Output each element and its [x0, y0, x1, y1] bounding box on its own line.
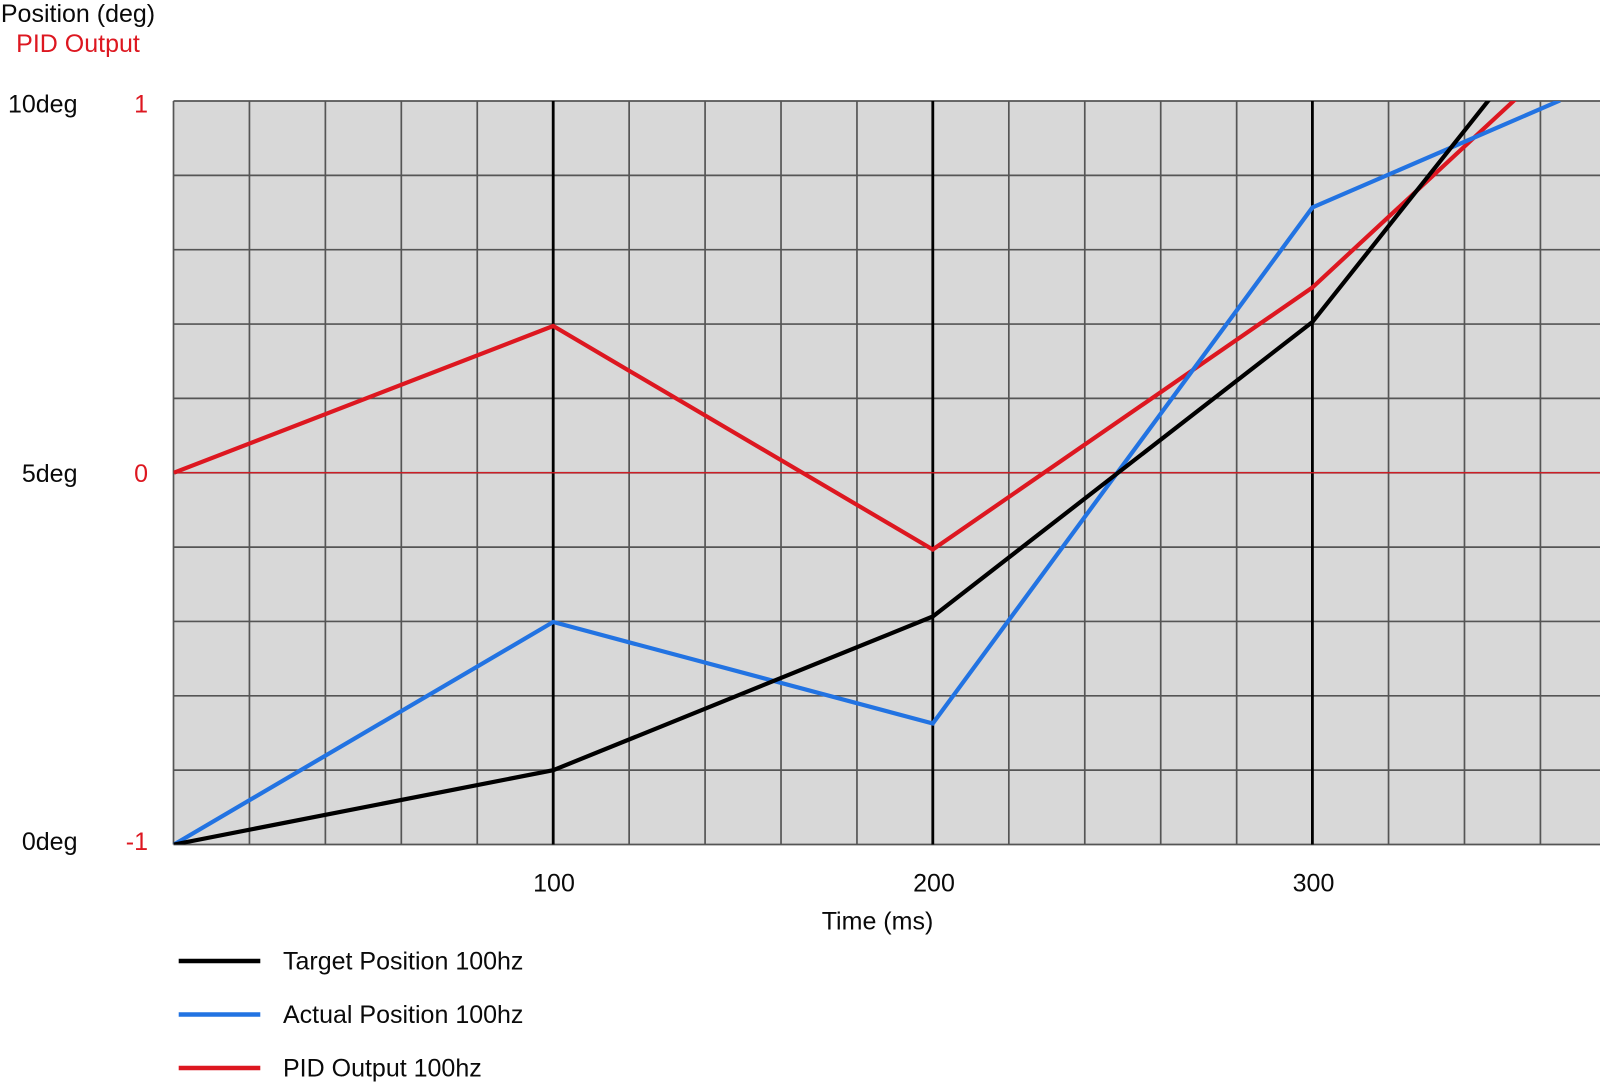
svg-text:300: 300 [1293, 870, 1335, 898]
svg-text:Time (ms): Time (ms) [822, 908, 934, 936]
svg-text:1: 1 [134, 91, 148, 119]
svg-text:PID Output: PID Output [16, 30, 140, 58]
svg-text:Actual Position 100hz: Actual Position 100hz [283, 1001, 523, 1029]
svg-text:0deg: 0deg [22, 828, 78, 856]
svg-text:10deg: 10deg [8, 91, 78, 119]
svg-text:-1: -1 [126, 828, 148, 856]
svg-text:Target Position 100hz: Target Position 100hz [283, 947, 523, 975]
svg-text:0: 0 [134, 460, 148, 488]
svg-text:200: 200 [913, 870, 955, 898]
svg-text:100: 100 [533, 870, 575, 898]
svg-text:PID Output 100hz: PID Output 100hz [283, 1054, 482, 1082]
svg-text:Position (deg): Position (deg) [1, 0, 155, 28]
svg-text:5deg: 5deg [22, 460, 78, 488]
